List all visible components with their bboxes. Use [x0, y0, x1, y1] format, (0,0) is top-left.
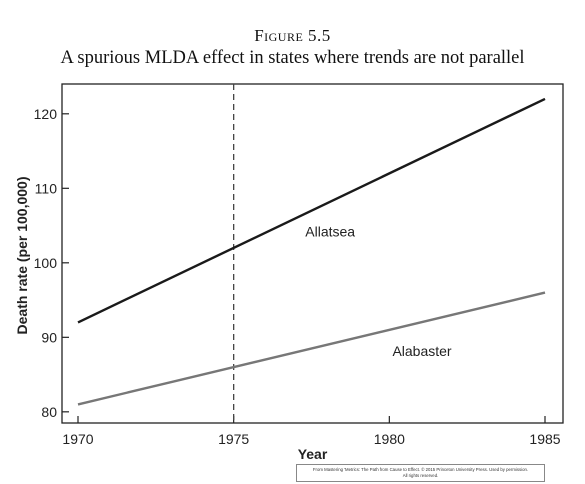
series-line-alabaster — [77, 291, 546, 406]
series-line-allatsea — [77, 97, 546, 324]
y-tick-label: 80 — [41, 404, 57, 420]
x-tick-label: 1975 — [218, 431, 249, 447]
y-tick-label: 100 — [34, 255, 58, 271]
x-tick-label: 1970 — [62, 431, 93, 447]
figure-label: Figure 5.5 — [254, 26, 331, 45]
series-label-allatsea: Allatsea — [305, 224, 355, 240]
figure-title: A spurious MLDA effect in states where t… — [60, 48, 525, 68]
credit-line-1: From Mastering 'Metrics: The Path from C… — [312, 467, 529, 472]
x-tick-label: 1985 — [529, 431, 560, 447]
series-label-alabaster: Alabaster — [392, 343, 451, 359]
credit-line-2: All rights reserved. — [402, 472, 439, 478]
y-tick-label: 110 — [35, 180, 58, 196]
y-axis-title: Death rate (per 100,000) — [14, 177, 30, 335]
y-tick-label: 90 — [41, 329, 57, 345]
x-tick-label: 1980 — [374, 431, 405, 447]
y-tick-label: 120 — [34, 106, 58, 122]
plot-frame — [61, 83, 564, 424]
copyright-credit: From Mastering 'Metrics: The Path from C… — [296, 464, 545, 482]
x-axis-title: Year — [298, 446, 328, 462]
